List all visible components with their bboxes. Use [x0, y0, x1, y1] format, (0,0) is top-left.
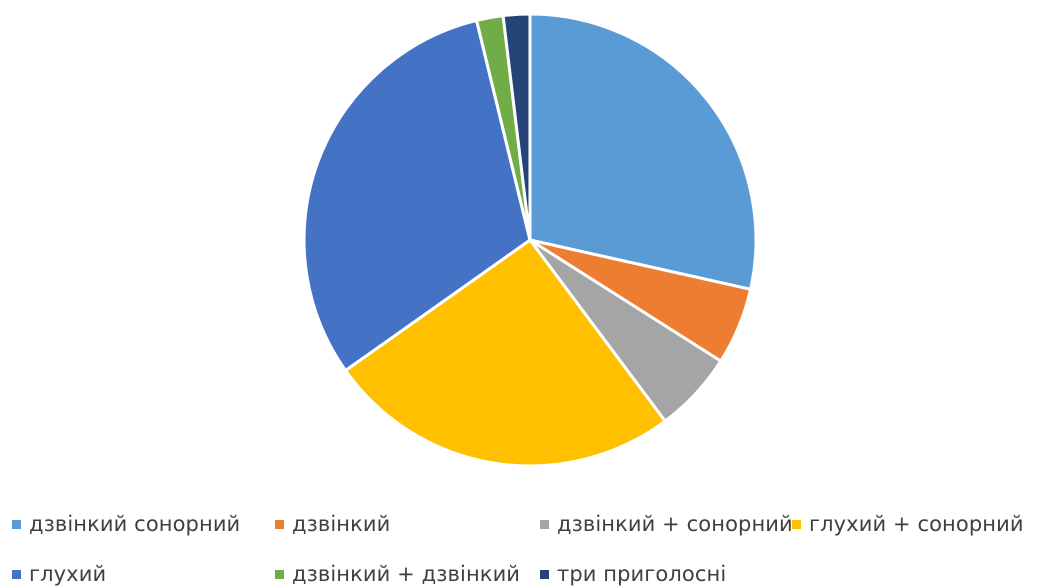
legend-swatch [275, 569, 284, 579]
pie-slice-5 [302, 18, 532, 373]
legend-label: дзвінкий + сонорний [557, 512, 793, 536]
legend-swatch [12, 519, 21, 529]
legend-item: дзвінкий + сонорний [540, 510, 793, 538]
legend-item: дзвінкий + дзвінкий [275, 560, 520, 588]
pie-slice-1 [528, 12, 758, 291]
legend-item: дзвінкий [275, 510, 390, 538]
legend-item: три приголосні [540, 560, 726, 588]
legend-label: глухий [29, 562, 107, 586]
pie-slice-4 [344, 238, 667, 468]
legend-swatch [540, 569, 549, 579]
legend-item: глухий + сонорний [792, 510, 1024, 538]
legend-label: глухий + сонорний [809, 512, 1024, 536]
legend-label: три приголосні [557, 562, 727, 586]
pie-slice-7 [501, 12, 532, 242]
legend-swatch [540, 519, 549, 529]
legend-swatch [12, 569, 21, 579]
legend-swatch [275, 519, 284, 529]
legend-item: глухий [12, 560, 106, 588]
legend-swatch [792, 519, 801, 529]
legend: дзвінкий сонорний дзвінкий дзвінкий + со… [0, 500, 1039, 588]
legend-label: дзвінкий сонорний [29, 512, 241, 536]
legend-label: дзвінкий + дзвінкий [292, 562, 521, 586]
pie-plot-area [302, 12, 758, 468]
legend-label: дзвінкий [292, 512, 391, 536]
legend-item: дзвінкий сонорний [12, 510, 240, 538]
